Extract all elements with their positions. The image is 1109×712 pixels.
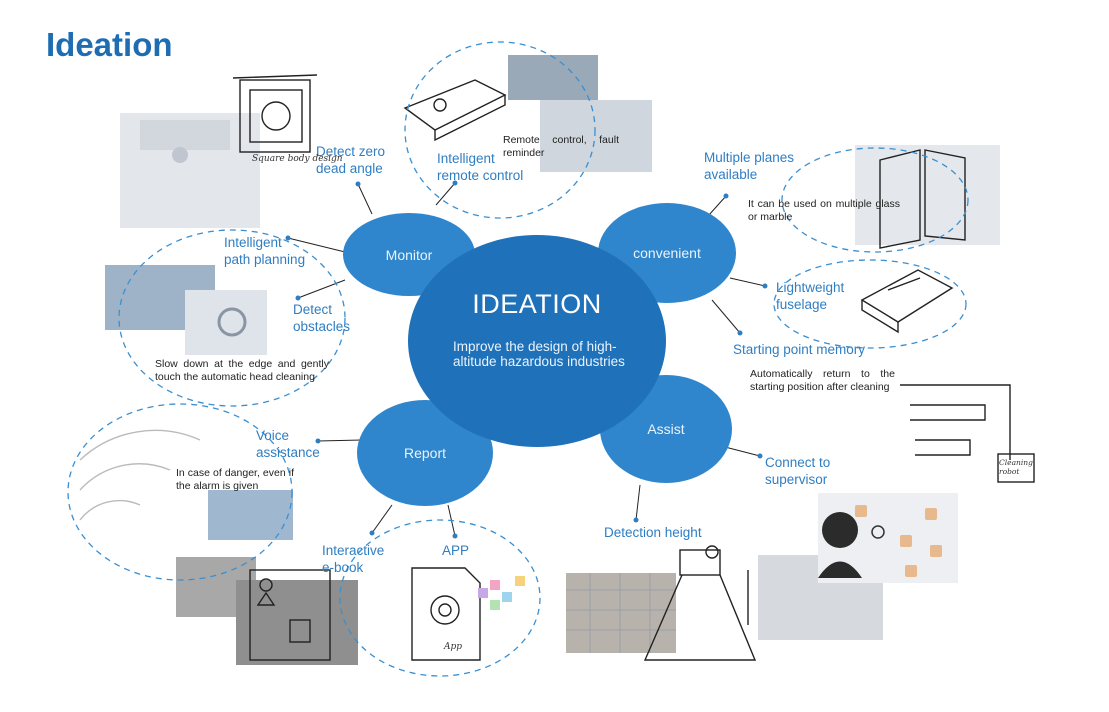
page-title: Ideation [46,26,173,63]
center-bubble: IDEATION Improve the design of high-alti… [408,235,666,447]
dashed-circles [67,41,969,677]
center-title: IDEATION [472,289,602,319]
label-interactive-e-book: Interactive e-book [322,543,385,575]
label-detect-obstacles: Detect obstacles [293,302,351,334]
label-intelligent-path-planning: Intelligent path planning [224,235,306,267]
label-lightweight-fuselage: Lightweight fuselage [776,280,845,312]
label-detect-zero-dead-angle: Detect zero dead angle [316,144,386,176]
bubble-assist-label: Assist [647,421,685,437]
note-auto-return: Automatically return to the starting pos… [750,368,895,393]
sketch-label-app: App [444,642,463,652]
label-connect-to-supervisor: Connect to supervisor [765,455,831,487]
note-slow-down: Slow down at the edge and gently touch t… [155,358,329,383]
label-voice-assistance: Voice assistance [256,428,320,460]
note-multiple-planes: It can be used on multiple glass or marb… [748,198,900,223]
note-remote-control: Remote control, fault reminder [503,134,619,159]
sketches [79,74,1035,661]
sketch-label-cleaning: Cleaning robot [999,458,1033,476]
label-app: APP [442,543,470,558]
bubble-monitor-label: Monitor [385,246,433,263]
label-multiple-planes: Multiple planes available [704,150,795,182]
connector-dots [285,180,768,539]
center-subtitle: Improve the design of high-altitude haza… [453,339,625,369]
app-icons [478,576,525,610]
bubble-convenient: convenient [598,203,736,303]
photo-details [566,505,942,653]
bubble-convenient-label: convenient [633,245,701,261]
label-detection-height: Detection height [604,525,702,540]
bubble-report-label: Report [403,445,447,461]
note-danger: In case of danger, even if the alarm is … [176,467,294,492]
connector-lines [287,182,766,537]
label-intelligent-remote-control: Intelligent remote control [437,151,524,183]
sketch-label-square-body: Square body design [252,154,343,164]
label-starting-point-memory: Starting point memory [733,342,866,357]
